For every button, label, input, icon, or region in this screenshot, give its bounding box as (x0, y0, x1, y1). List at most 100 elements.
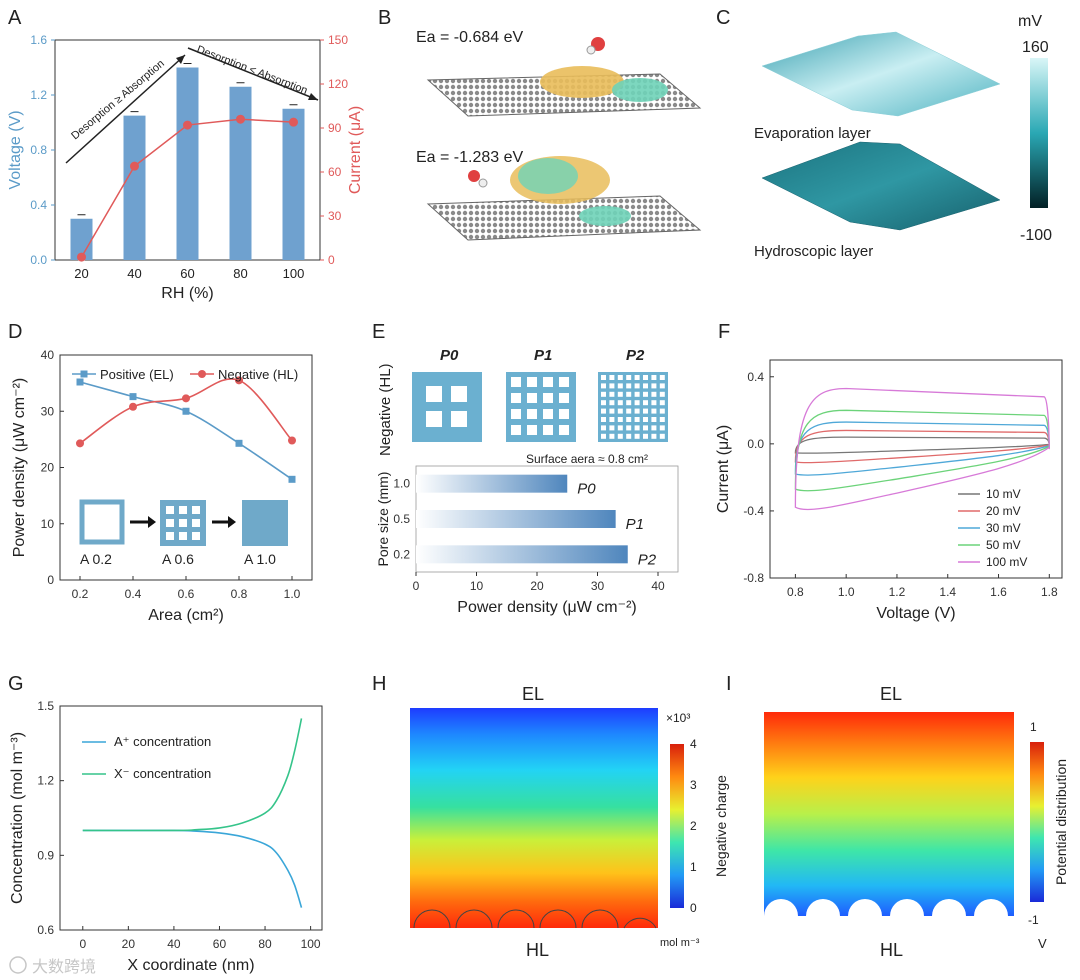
p2-hole (609, 375, 615, 380)
x-tick-label: 1.0 (838, 585, 855, 599)
p2-hole (617, 400, 623, 406)
watermark-text: 大数跨境 (32, 957, 96, 976)
y2-tick-label: 30 (328, 209, 342, 223)
pattern-label-p0: P0 (440, 347, 459, 364)
arrow-down (187, 47, 319, 101)
p2-hole (651, 375, 657, 380)
p2-hole (626, 433, 632, 439)
p1-hole (527, 393, 537, 403)
legend-marker-negative (198, 370, 206, 378)
legend-label: 10 mV (986, 487, 1021, 501)
pattern-label-p2: P2 (626, 347, 645, 364)
cv-loop (794, 387, 1050, 511)
p2-hole (609, 417, 615, 422)
h-colorbar-unit: mol m⁻³ (660, 937, 700, 949)
x-axis-label: RH (%) (161, 285, 213, 302)
p2-hole (609, 433, 615, 439)
power-bar (416, 545, 628, 564)
x-tick-label: 20 (530, 579, 544, 593)
x-tick-label: 1.8 (1041, 585, 1058, 599)
inset-arrow-2 (212, 516, 236, 528)
colorbar-h-tick: 3 (690, 778, 697, 792)
p2-hole (626, 391, 632, 397)
panel-g-chart: 0.6 0.9 1.2 1.5 0 20 40 60 80 100 A⁺ concentration… (9, 699, 323, 974)
p1-hole (559, 377, 569, 387)
p2-hole (634, 425, 640, 431)
p2-hole (634, 433, 640, 439)
voltage-bar (176, 67, 199, 260)
x-tick-label: 100 (283, 266, 305, 281)
y-tick-label: 0.6 (37, 923, 54, 937)
energy-2: Ea = -1.283 eV (416, 149, 524, 166)
panel-d: D 0 10 20 30 40 0.2 0.4 0.6 0.8 1.0 Positive (EL) N… (8, 321, 313, 624)
surface-area-note: Surface aera ≈ 0.8 cm² (526, 452, 648, 466)
p2-hole (659, 417, 665, 422)
legend-label-positive: Positive (EL) (100, 367, 174, 382)
voltage-bar (70, 218, 93, 260)
x-tick-label: 10 (470, 579, 484, 593)
y-tick-label: -0.4 (743, 504, 764, 518)
p1-hole (543, 377, 553, 387)
pattern-p2-holes (601, 375, 665, 439)
p1-hole (511, 425, 521, 435)
p1-hole (559, 393, 569, 403)
y-axis-label: Current (μA) (715, 425, 732, 513)
p2-hole (643, 375, 648, 380)
evaporation-surface (761, 31, 1001, 117)
p2-hole (609, 391, 615, 397)
y2-tick-label: 120 (328, 77, 348, 91)
y-axis-label: Voltage (V) (7, 110, 24, 189)
h-multiplier: ×10³ (666, 711, 690, 725)
p2-hole (626, 408, 632, 414)
y-tick-label: 0.2 (393, 547, 410, 561)
inset-label-1: A 0.2 (80, 551, 112, 567)
p2-hole (626, 375, 632, 380)
x-tick-label: 60 (180, 266, 194, 281)
p2-hole (651, 408, 657, 414)
i-tick-min: -1 (1028, 913, 1039, 927)
x-tick-label: 0.8 (231, 587, 248, 601)
colorbar-h-ticks: 4 3 2 1 0 (690, 737, 697, 915)
y-axis-label: Pore size (mm) (375, 472, 391, 567)
hydroscopic-label: Hydroscopic layer (754, 243, 873, 260)
panel-a: A 0.0 0.4 0.8 1.2 1.6 0 30 60 90 120 150 20 40 60 80 10… (7, 7, 364, 302)
panel-label-f: F (718, 321, 730, 343)
x-tick-label: 40 (651, 579, 665, 593)
y-tick-label: 0.4 (747, 370, 764, 384)
y-tick-label: 40 (41, 348, 55, 362)
x-tick-label: 40 (127, 266, 141, 281)
panel-e: E Negative (HL) P0 P1 P2 Surface aera ≈ … (372, 321, 679, 616)
y-tick-label: 30 (41, 404, 55, 418)
hydroscopic-surface (761, 141, 1001, 231)
p2-hole (601, 417, 606, 422)
pattern-label-p1: P1 (534, 347, 552, 364)
p2-hole (659, 375, 665, 380)
p2-hole (634, 383, 640, 389)
power-bar (416, 510, 616, 528)
negative-point (129, 402, 137, 411)
pattern-p1-holes (511, 377, 569, 435)
current-point (77, 252, 86, 262)
x-tick-label: 30 (591, 579, 605, 593)
p2-hole (626, 417, 632, 422)
panel-label-d: D (8, 321, 22, 343)
negative-point (235, 376, 243, 385)
legend-label: 50 mV (986, 538, 1021, 552)
y-tick-label: 20 (41, 461, 55, 475)
y2-axis-label: Current (μA) (347, 106, 364, 194)
h-bottom-label: HL (526, 940, 549, 960)
i-tick-max: 1 (1030, 720, 1037, 734)
p1-hole (559, 409, 569, 419)
water-molecule-2 (468, 170, 480, 182)
x-axis-label: X coordinate (nm) (127, 957, 254, 974)
h-top-label: EL (522, 684, 544, 704)
p2-hole (617, 425, 623, 431)
y-tick-label: 1.6 (30, 33, 47, 47)
h-colorbar-label: Negative charge (713, 775, 729, 877)
p2-hole (617, 433, 623, 439)
panel-label-a: A (8, 7, 22, 29)
charge-cloud-green-1 (612, 78, 668, 102)
p2-hole (601, 391, 606, 397)
arrow-up-head (176, 55, 185, 64)
colorbar-min-c: -100 (1020, 227, 1052, 244)
